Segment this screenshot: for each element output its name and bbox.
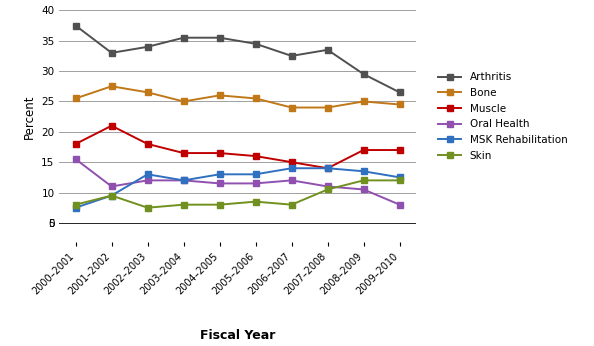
Line: Oral Health: Oral Health: [72, 156, 403, 208]
Skin: [216, 203, 223, 207]
MSK Rehabilitation: [360, 169, 367, 173]
Arthritis: [252, 42, 259, 46]
Line: Muscle: Muscle: [72, 122, 403, 171]
Line: Skin: Skin: [72, 177, 403, 211]
Muscle: [180, 151, 187, 155]
Bone: [396, 102, 403, 107]
Arthritis: [288, 54, 295, 58]
Muscle: [216, 151, 223, 155]
Arthritis: [72, 24, 79, 28]
MSK Rehabilitation: [216, 172, 223, 176]
Oral Health: [360, 188, 367, 192]
MSK Rehabilitation: [288, 166, 295, 170]
Bone: [144, 90, 151, 94]
Muscle: [72, 142, 79, 146]
Bone: [72, 96, 79, 100]
Muscle: [252, 154, 259, 158]
MSK Rehabilitation: [396, 175, 403, 180]
Arthritis: [396, 90, 403, 94]
Skin: [324, 188, 331, 192]
Skin: [360, 178, 367, 182]
Muscle: [360, 148, 367, 152]
MSK Rehabilitation: [144, 172, 151, 176]
Skin: [108, 193, 115, 198]
Skin: [144, 206, 151, 210]
Bone: [324, 106, 331, 110]
Arthritis: [216, 36, 223, 40]
Muscle: [396, 148, 403, 152]
Arthritis: [324, 48, 331, 52]
Skin: [396, 178, 403, 182]
Oral Health: [108, 184, 115, 189]
Arthritis: [180, 36, 187, 40]
Oral Health: [216, 181, 223, 185]
Bone: [252, 96, 259, 100]
MSK Rehabilitation: [72, 206, 79, 210]
Oral Health: [396, 203, 403, 207]
Line: MSK Rehabilitation: MSK Rehabilitation: [72, 165, 403, 211]
Bone: [216, 93, 223, 98]
Oral Health: [180, 178, 187, 182]
Skin: [72, 203, 79, 207]
Legend: Arthritis, Bone, Muscle, Oral Health, MSK Rehabilitation, Skin: Arthritis, Bone, Muscle, Oral Health, MS…: [435, 69, 570, 164]
Skin: [252, 200, 259, 204]
Skin: [288, 203, 295, 207]
Y-axis label: Percent: Percent: [23, 94, 36, 139]
Oral Health: [324, 184, 331, 189]
Arthritis: [144, 45, 151, 49]
Text: Fiscal Year: Fiscal Year: [200, 329, 275, 342]
MSK Rehabilitation: [108, 193, 115, 198]
Muscle: [108, 124, 115, 128]
MSK Rehabilitation: [252, 172, 259, 176]
Bone: [108, 84, 115, 88]
Oral Health: [288, 178, 295, 182]
Line: Bone: Bone: [72, 83, 403, 111]
Oral Health: [144, 178, 151, 182]
Muscle: [144, 142, 151, 146]
Bone: [288, 106, 295, 110]
Skin: [180, 203, 187, 207]
Arthritis: [108, 51, 115, 55]
Oral Health: [252, 181, 259, 185]
Bone: [360, 99, 367, 103]
Muscle: [288, 160, 295, 164]
MSK Rehabilitation: [180, 178, 187, 182]
Muscle: [324, 166, 331, 170]
Arthritis: [360, 72, 367, 76]
Line: Arthritis: Arthritis: [72, 22, 403, 95]
MSK Rehabilitation: [324, 166, 331, 170]
Bone: [180, 99, 187, 103]
Oral Health: [72, 157, 79, 161]
